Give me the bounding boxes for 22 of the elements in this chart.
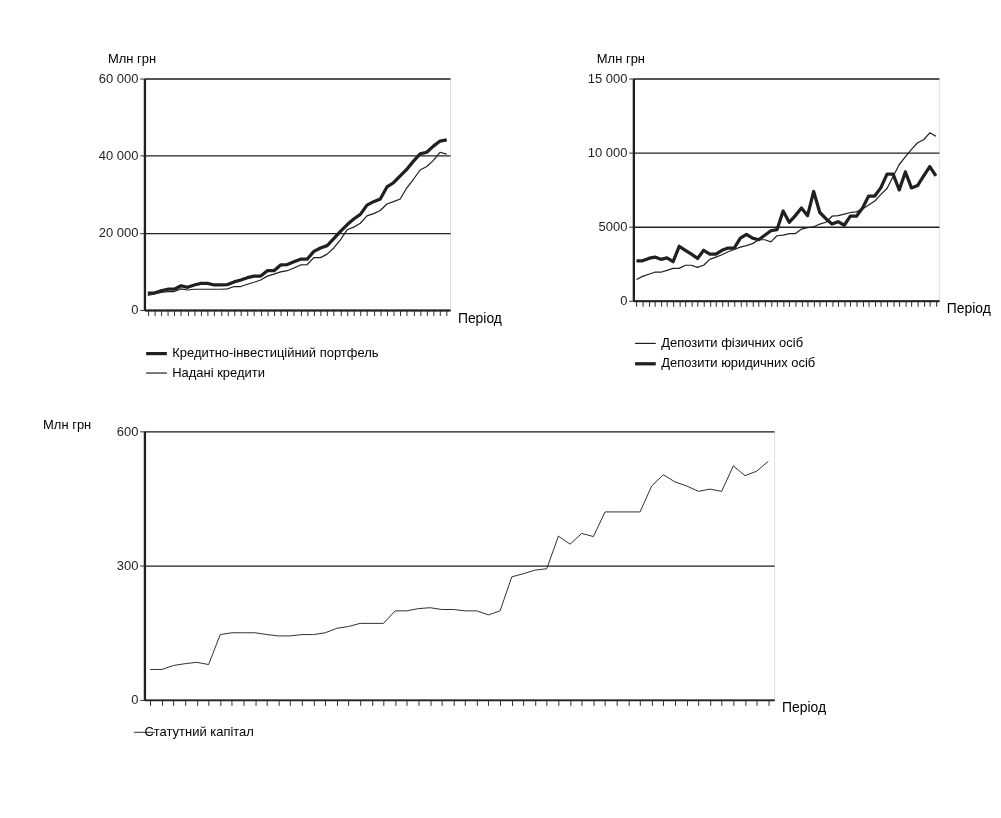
- y-tick-label: 0: [620, 292, 628, 308]
- y-tick-label: 60 000: [98, 70, 139, 86]
- y-tick-label: 0: [131, 692, 139, 708]
- y-tick-label: 40 000: [98, 147, 139, 163]
- y-tick-label: 0: [131, 302, 139, 318]
- y-tick-label: 20 000: [98, 225, 139, 241]
- legend-label: Надані кредити: [172, 364, 265, 380]
- y-tick-label: 300: [116, 557, 139, 573]
- y-axis-title: Млн грн: [596, 51, 645, 67]
- x-axis-title: Період: [782, 699, 826, 716]
- legend-label: Депозити юридичних осіб: [661, 355, 816, 371]
- y-axis-title: Млн грн: [107, 51, 157, 67]
- legend-label: Депозити фізичних осіб: [661, 335, 804, 351]
- legend-label: Кредитно-інвестиційний портфель: [172, 345, 379, 361]
- y-tick-label: 600: [116, 423, 139, 439]
- y-tick-label: 15 000: [587, 70, 628, 86]
- y-tick-label: 5000: [598, 218, 628, 234]
- y-axis-title: Млн грн: [43, 417, 92, 433]
- y-tick-label: 10 000: [587, 144, 628, 160]
- text: Статутний капітал: [144, 724, 254, 740]
- x-axis-title: Період: [457, 309, 502, 326]
- x-axis-title: Період: [946, 300, 991, 317]
